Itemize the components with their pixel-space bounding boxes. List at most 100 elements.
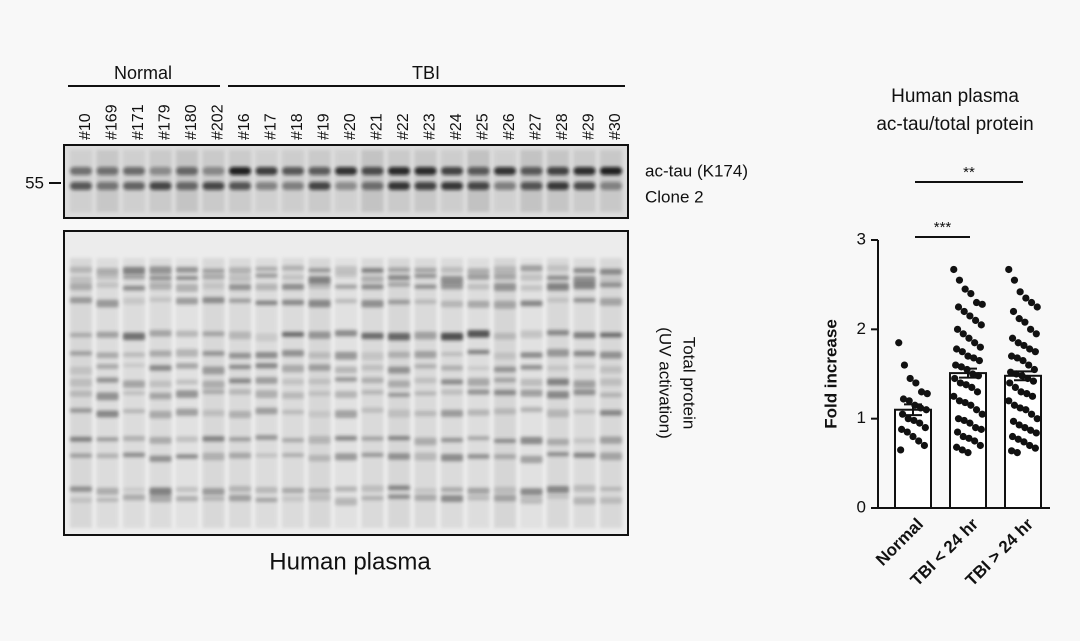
data-point xyxy=(957,363,965,371)
data-point xyxy=(1013,449,1021,457)
data-point xyxy=(904,415,912,423)
data-point xyxy=(1031,444,1039,452)
smear xyxy=(414,258,437,528)
y-tick-label: 3 xyxy=(857,229,866,248)
y-tick-label: 1 xyxy=(857,408,866,427)
smear xyxy=(176,150,198,212)
data-point xyxy=(1027,426,1035,434)
smear xyxy=(361,258,384,528)
significance-label: ** xyxy=(963,164,975,181)
smear xyxy=(520,258,543,528)
data-point xyxy=(966,419,974,427)
data-point xyxy=(1024,374,1032,383)
data-point xyxy=(900,361,909,369)
data-point xyxy=(917,388,926,396)
data-point xyxy=(916,419,924,427)
data-point xyxy=(1008,432,1017,441)
data-point xyxy=(970,354,978,362)
data-point xyxy=(952,361,960,369)
lane-label: #19 xyxy=(316,113,333,140)
data-point xyxy=(959,432,967,441)
data-point xyxy=(953,345,961,353)
data-point xyxy=(964,449,972,457)
data-point xyxy=(915,437,923,445)
data-point xyxy=(1013,354,1021,362)
data-point xyxy=(953,428,962,436)
smear xyxy=(573,258,596,528)
bands xyxy=(70,150,622,528)
smear xyxy=(494,258,516,528)
data-point xyxy=(968,383,976,391)
data-point xyxy=(1025,361,1033,369)
data-point xyxy=(967,401,975,409)
smear xyxy=(494,150,516,212)
data-point xyxy=(958,348,966,356)
data-point xyxy=(920,441,929,450)
smear xyxy=(467,150,490,212)
smear xyxy=(149,258,172,528)
lane-label: #30 xyxy=(607,113,624,140)
lane-label: #22 xyxy=(395,113,412,140)
lane-label: #25 xyxy=(475,113,492,140)
lane-label: #27 xyxy=(528,113,545,140)
data-point xyxy=(963,365,971,374)
lane-label: #20 xyxy=(342,113,359,140)
smear xyxy=(600,258,622,528)
data-point xyxy=(1016,404,1024,412)
blot-label: ac-tau (K174) xyxy=(645,161,748,180)
y-axis-label: Fold increase xyxy=(821,319,840,429)
lane-label: #23 xyxy=(422,113,439,140)
data-point xyxy=(1030,365,1038,374)
data-point xyxy=(1018,372,1026,380)
smear xyxy=(600,150,622,212)
data-point xyxy=(973,388,982,396)
data-point xyxy=(960,307,968,316)
y-tick-label: 0 xyxy=(857,497,866,516)
data-point xyxy=(958,446,966,454)
data-point xyxy=(909,432,917,441)
smear xyxy=(255,150,278,212)
data-point xyxy=(967,290,975,298)
data-point xyxy=(921,424,929,432)
x-tick-label: Normal xyxy=(872,515,927,570)
smear xyxy=(388,258,410,528)
data-point xyxy=(1019,357,1027,365)
data-point xyxy=(1032,330,1040,338)
lane-label: #171 xyxy=(130,104,147,140)
smear xyxy=(441,150,463,212)
data-point xyxy=(1023,390,1031,398)
data-point xyxy=(961,398,969,407)
y-tick-label: 2 xyxy=(857,319,866,338)
data-point xyxy=(976,343,984,351)
lane-label: #29 xyxy=(581,113,598,140)
data-point xyxy=(1021,424,1029,432)
data-point xyxy=(923,390,931,398)
smear xyxy=(96,258,119,528)
data-point xyxy=(1008,334,1017,342)
data-point xyxy=(1015,315,1023,323)
smear xyxy=(70,258,92,528)
data-point xyxy=(1021,318,1029,326)
data-point xyxy=(974,372,983,380)
data-point xyxy=(898,410,907,418)
smear xyxy=(255,258,278,528)
data-point xyxy=(951,374,959,383)
data-point xyxy=(1026,441,1034,450)
data-point xyxy=(1005,397,1013,405)
data-point xyxy=(972,316,980,324)
data-point xyxy=(975,357,984,365)
smear xyxy=(308,150,331,212)
smear xyxy=(282,150,304,212)
data-point xyxy=(953,443,961,451)
data-point xyxy=(976,441,984,450)
data-point xyxy=(1028,392,1037,400)
marker-label: 55 xyxy=(25,173,44,192)
data-point xyxy=(978,410,986,418)
smear xyxy=(202,258,225,528)
lane-label: #24 xyxy=(448,113,465,140)
smear xyxy=(123,258,145,528)
data-point xyxy=(1026,345,1034,353)
data-point xyxy=(1015,421,1023,429)
data-point xyxy=(972,406,981,414)
data-point xyxy=(1017,388,1025,396)
